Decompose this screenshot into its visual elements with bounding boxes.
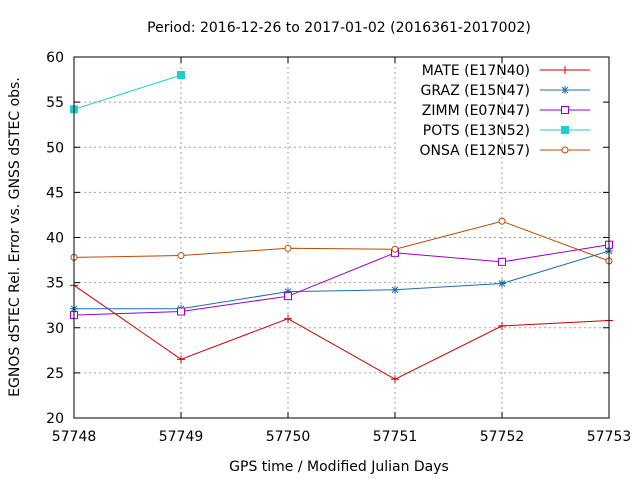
marker-shape bbox=[561, 106, 569, 114]
series-line bbox=[73, 74, 182, 110]
marker-shape bbox=[284, 292, 292, 301]
legend-label: POTS (E13N52) bbox=[423, 123, 530, 139]
series-line bbox=[73, 244, 610, 316]
y-tick-label: 40 bbox=[46, 231, 64, 247]
data-point bbox=[498, 217, 506, 225]
legend-entry: MATE (E17N40) bbox=[422, 63, 590, 79]
marker-shape bbox=[561, 146, 569, 154]
x-axis-label: GPS time / Modified Julian Days bbox=[229, 459, 449, 475]
plot-frame bbox=[73, 56, 610, 419]
data-point bbox=[498, 321, 506, 330]
series-group bbox=[70, 71, 613, 384]
marker-shape bbox=[391, 245, 399, 253]
data-point bbox=[177, 252, 185, 260]
legend-marker bbox=[561, 66, 569, 74]
marker-shape bbox=[284, 244, 292, 252]
legend: MATE (E17N40) GRAZ (E15N47) ZIMM (E07N47) P… bbox=[419, 63, 590, 159]
series-line bbox=[73, 220, 610, 262]
y-tick-label: 30 bbox=[46, 321, 64, 337]
data-point bbox=[498, 279, 506, 288]
marker-shape bbox=[177, 71, 185, 80]
legend-label: ZIMM (E07N47) bbox=[422, 103, 530, 119]
x-tick-label: 57752 bbox=[480, 429, 525, 445]
marker-stroke bbox=[561, 86, 569, 94]
data-point bbox=[391, 285, 399, 294]
x-tick-label: 57749 bbox=[159, 429, 204, 445]
data-point bbox=[284, 244, 292, 252]
marker-shape bbox=[177, 252, 185, 260]
series-pots bbox=[70, 71, 185, 114]
axis-ticks: 57748 57749 57750 57751 57752 57753 20 25 30 35 40… bbox=[46, 50, 631, 445]
series-zimm bbox=[70, 240, 613, 320]
x-tick-label: 57748 bbox=[52, 429, 97, 445]
legend-marker bbox=[561, 106, 569, 114]
data-point bbox=[177, 355, 185, 364]
marker-shape bbox=[561, 126, 569, 134]
legend-entry: POTS (E13N52) bbox=[423, 123, 590, 139]
series-line bbox=[73, 284, 610, 380]
legend-marker bbox=[561, 126, 569, 134]
marker-stroke bbox=[391, 286, 399, 294]
legend-label: ONSA (E12N57) bbox=[419, 143, 530, 159]
y-tick-label: 60 bbox=[46, 50, 64, 66]
y-tick-label: 55 bbox=[46, 95, 64, 111]
legend-marker bbox=[561, 86, 569, 94]
y-tick-label: 25 bbox=[46, 366, 64, 382]
legend-label: MATE (E17N40) bbox=[422, 63, 530, 79]
legend-entry: ONSA (E12N57) bbox=[419, 143, 590, 159]
y-tick-label: 35 bbox=[46, 276, 64, 292]
data-point bbox=[284, 292, 292, 301]
marker-stroke bbox=[498, 280, 506, 287]
y-tick-label: 20 bbox=[46, 411, 64, 427]
series-line bbox=[74, 250, 610, 310]
data-point bbox=[284, 314, 292, 323]
legend-label: GRAZ (E15N47) bbox=[421, 83, 531, 99]
x-tick-label: 57751 bbox=[373, 429, 418, 445]
marker-shape bbox=[177, 307, 185, 316]
data-point bbox=[391, 375, 399, 384]
x-tick-label: 57753 bbox=[587, 429, 632, 445]
marker-shape bbox=[498, 257, 506, 266]
data-point bbox=[498, 257, 506, 266]
data-point bbox=[177, 307, 185, 316]
y-tick-label: 45 bbox=[46, 185, 64, 201]
grid bbox=[74, 57, 609, 418]
x-tick-label: 57750 bbox=[266, 429, 311, 445]
series-mate bbox=[70, 281, 613, 384]
y-tick-label: 50 bbox=[46, 140, 64, 156]
legend-entry: GRAZ (E15N47) bbox=[421, 83, 590, 99]
chart-title: Period: 2016-12-26 to 2017-01-02 (201636… bbox=[147, 20, 531, 36]
legend-marker bbox=[561, 146, 569, 154]
marker-shape bbox=[498, 217, 506, 225]
legend-entry: ZIMM (E07N47) bbox=[422, 103, 590, 119]
y-axis-label: EGNOS dSTEC Rel. Error vs. GNSS dSTEC ob… bbox=[7, 77, 23, 397]
data-point bbox=[391, 245, 399, 253]
data-point bbox=[177, 71, 185, 80]
